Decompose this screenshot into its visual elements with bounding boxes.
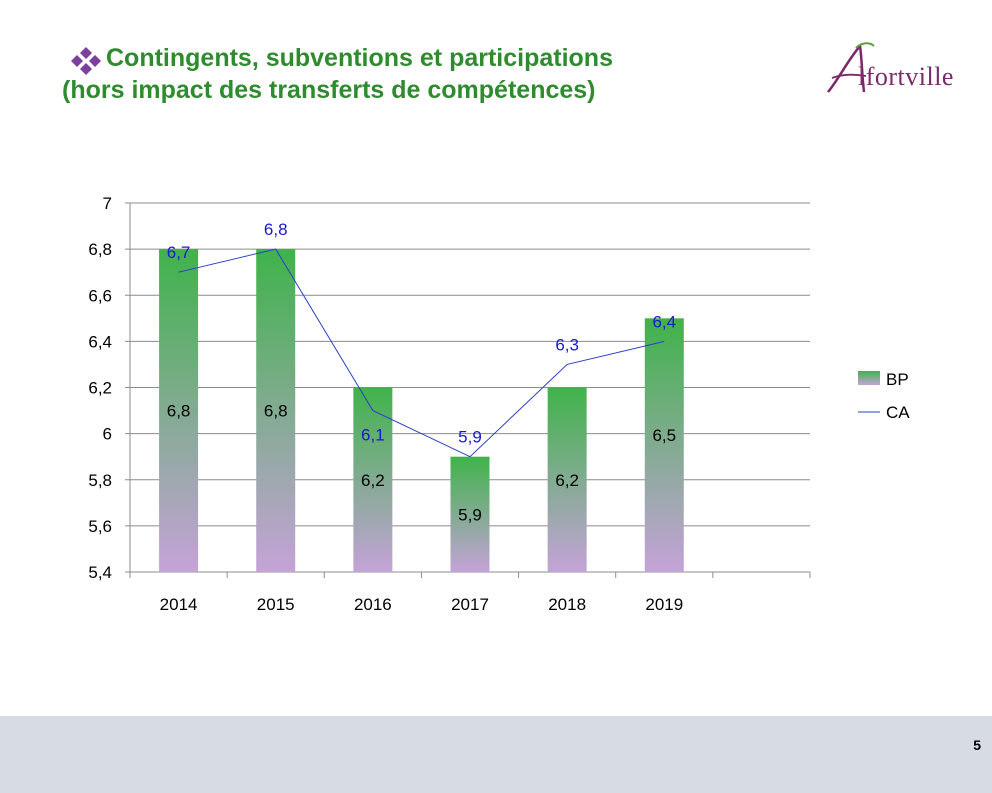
page-number: 5 [973, 737, 981, 753]
bar-data-label: 6,8 [264, 402, 288, 421]
legend-label-ca: CA [886, 403, 910, 422]
y-tick-label: 5,6 [88, 517, 112, 536]
x-tick-label: 2016 [354, 595, 392, 614]
diamond-bullet-icon [71, 47, 101, 75]
ca-line [178, 248, 665, 458]
bar-bp [353, 387, 393, 572]
x-tick-label: 2018 [548, 595, 586, 614]
y-tick-label: 6,4 [88, 332, 112, 351]
legend: BP CA [858, 370, 910, 422]
y-tick-label: 7 [103, 194, 112, 213]
bar-data-label: 6,2 [361, 471, 385, 490]
y-tick-label: 5,4 [88, 563, 112, 582]
title-line-1-text: Contingents, subventions et participatio… [106, 44, 613, 72]
bar-bp [159, 249, 199, 572]
bar-data-label: 6,8 [167, 402, 191, 421]
alfortville-logo: lfortville [818, 40, 978, 100]
chart: 5,4 5,6 5,8 6 6,2 6,4 6,6 6,8 7 2014 2015 2016 2017 2… [88, 194, 910, 614]
title-line-2-text: (hors impact des transferts de compétenc… [62, 76, 596, 104]
footer-band [0, 716, 992, 793]
x-tick-label: 2014 [160, 595, 198, 614]
x-tick-label: 2019 [645, 595, 683, 614]
axes: 5,4 5,6 5,8 6 6,2 6,4 6,6 6,8 7 2014 2015 2016 2017 2… [88, 194, 811, 614]
y-tick-label: 5,8 [88, 471, 112, 490]
title-line-1: Contingents, subventions et participatio… [62, 42, 782, 75]
legend-swatch-bp [858, 371, 880, 385]
data-labels: 6,8 6,8 6,2 5,9 6,2 6,5 6,7 6,8 6,1 5,9 6,3 6,4 [167, 220, 676, 524]
y-tick-label: 6,2 [88, 379, 112, 398]
bar-bp [256, 249, 296, 572]
line-data-label: 6,3 [555, 335, 579, 354]
bar-data-label: 6,5 [652, 426, 676, 445]
y-tick-label: 6 [103, 425, 112, 444]
bar-data-label: 6,2 [555, 471, 579, 490]
line-data-label: 6,8 [264, 220, 288, 239]
bar-bp [450, 456, 490, 572]
slide-title: Contingents, subventions et participatio… [62, 42, 782, 106]
y-tick-label: 6,8 [88, 240, 112, 259]
bp-bars [159, 249, 684, 572]
y-tick-label: 6,6 [88, 286, 112, 305]
title-line-2: (hors impact des transferts de compétenc… [62, 74, 782, 106]
legend-label-bp: BP [886, 370, 909, 389]
bar-bp [547, 387, 587, 572]
logo-text: lfortville [858, 62, 954, 91]
bar-data-label: 5,9 [458, 505, 482, 524]
line-data-label: 5,9 [458, 428, 482, 447]
bar-bp [644, 318, 684, 572]
logo-mark-icon [827, 42, 875, 93]
line-data-label: 6,1 [361, 426, 385, 445]
line-data-label: 6,7 [167, 243, 191, 262]
x-tick-label: 2017 [451, 595, 489, 614]
ca-line-series [178, 248, 665, 458]
x-tick-label: 2015 [257, 595, 295, 614]
line-data-label: 6,4 [652, 312, 676, 331]
